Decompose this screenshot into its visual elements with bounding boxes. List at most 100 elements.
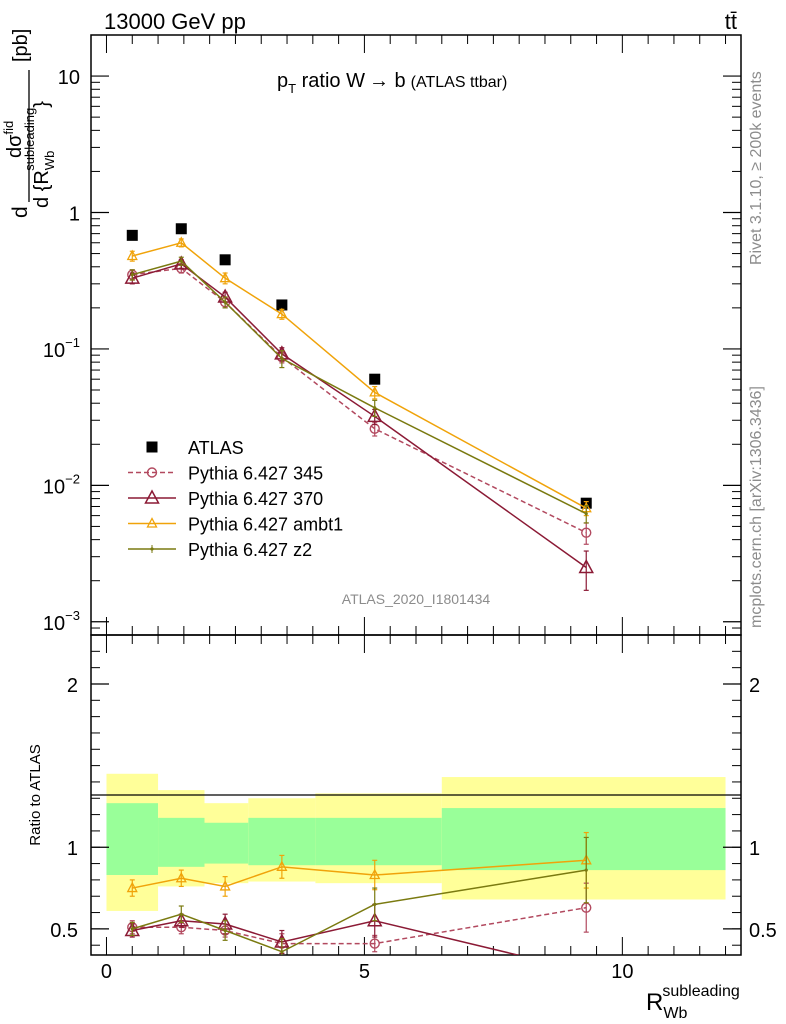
main-series-line [132, 260, 587, 515]
main-y-tick-label: 1 [69, 203, 80, 225]
ratio-series-line [132, 906, 587, 945]
main-y-tick-exponent: −3 [65, 608, 80, 623]
ratio-point [276, 860, 288, 871]
title-rest: ratio W [296, 70, 365, 92]
legend-marker [146, 467, 158, 478]
main-y-axis-label: d dσfid d {RWbsubleading} [pb] [1, 29, 57, 218]
analysis-watermark: ATLAS_2020_I1801434 [342, 591, 491, 607]
main-point [179, 259, 183, 263]
side-text-bottom: mcplots.cern.ch [arXiv:1306.3436] [748, 386, 765, 628]
main-point [584, 512, 588, 516]
main-point [219, 254, 231, 266]
ratio-inner-band [158, 817, 205, 867]
ratio-point [219, 880, 231, 891]
ratio-point [175, 871, 187, 883]
main-series-4 [129, 256, 589, 524]
ratio-y-tick-label: 0.5 [50, 920, 78, 942]
ratio-y-tick-label-right: 1 [749, 838, 760, 860]
x-tick-label: 0 [101, 961, 112, 983]
main-point [223, 300, 227, 304]
ratio-y-tick-label: 2 [67, 675, 78, 697]
title-arrow: → [369, 70, 389, 92]
main-y-tick-base: 10 [43, 613, 65, 635]
main-series-line [132, 263, 587, 569]
main-point [173, 255, 190, 270]
legend-label: Pythia 6.427 370 [188, 489, 323, 509]
ratio-point [373, 902, 377, 906]
title-sub: T [288, 81, 296, 96]
ratio-axis-ticks: 0.5 0.5 1 1 2 2 0 5 10 [50, 635, 777, 983]
ratio-point [130, 927, 134, 931]
main-point [126, 229, 138, 241]
main-y-tick-label: 10−2 [43, 471, 80, 498]
main-point [126, 249, 138, 261]
ratio-series-line [132, 869, 587, 953]
legend: ATLAS Pythia 6.427 345 Pythia 6.427 370 Pyt… [128, 438, 343, 560]
main-point [369, 386, 381, 397]
main-y-tick-label: 10 [58, 67, 80, 89]
ratio-point [366, 912, 383, 927]
legend-label: Pythia 6.427 ambt1 [188, 515, 343, 535]
legend-label: Pythia 6.427 z2 [188, 540, 312, 560]
main-point [581, 527, 592, 538]
main-point [276, 299, 288, 311]
main-point [578, 558, 594, 574]
main-point [124, 269, 141, 284]
ratio-series-line [132, 919, 521, 955]
ratio-series-2 [126, 831, 592, 897]
chart-title: pT ratio W → b (ATLAS ttbar) [277, 70, 507, 96]
legend-entry-1: Pythia 6.427 345 [128, 464, 323, 484]
x-axis-label: RWbsubleading [646, 983, 740, 1022]
ratio-inner-band [106, 803, 159, 875]
legend-label: Pythia 6.427 345 [188, 464, 323, 484]
main-point [276, 307, 288, 319]
legend-marker [146, 517, 158, 528]
header-left: 13000 GeV pp [104, 9, 246, 34]
ratio-y-tick-label-right: 0.5 [749, 920, 777, 942]
main-y-tick-base: 10 [43, 476, 65, 498]
main-series-3 [126, 236, 592, 517]
ylabel-d1: d [9, 206, 32, 218]
ratio-inner-band [204, 822, 249, 864]
main-point [280, 356, 284, 361]
main-y-tick-label: 10−1 [43, 335, 80, 362]
ylabel-denominator: d {RWbsubleading} [22, 101, 57, 208]
x-tick-label: 10 [611, 961, 633, 983]
legend-marker [146, 441, 158, 453]
ylabel-unit: [pb] [10, 29, 32, 62]
ratio-point [584, 868, 588, 872]
ratio-bands [106, 773, 726, 911]
ratio-y-tick-label: 1 [67, 838, 78, 860]
ylabel-numerator: dσfid [1, 121, 26, 158]
main-point [219, 271, 231, 283]
main-point [130, 273, 134, 277]
ratio-y-axis-label: Ratio to ATLAS [27, 744, 44, 845]
ratio-point [173, 912, 190, 927]
ratio-point [369, 938, 380, 949]
legend-entry-3: Pythia 6.427 ambt1 [128, 515, 343, 535]
ratio-point [179, 912, 183, 916]
main-y-tick-exponent: −1 [65, 335, 80, 350]
ratio-point [369, 868, 381, 880]
main-point [369, 373, 381, 385]
legend-entry-0: ATLAS [146, 438, 244, 458]
main-y-tick-exponent: −2 [65, 471, 80, 486]
ratio-point [223, 928, 227, 933]
main-y-tick-label: 10−3 [43, 608, 80, 635]
side-text-top: Rivet 3.1.10, ≥ 200k events [748, 71, 765, 265]
main-point [366, 407, 383, 423]
header-right: tt̄ [725, 9, 737, 34]
main-point [175, 236, 187, 247]
legend-marker [144, 489, 160, 504]
ratio-point [126, 881, 138, 893]
ratio-inner-band [315, 817, 442, 866]
legend-entry-2: Pythia 6.427 370 [128, 489, 323, 509]
legend-entry-4: Pythia 6.427 z2 [128, 540, 312, 560]
ratio-series-line [132, 859, 587, 889]
ratio-y-tick-label-right: 2 [749, 675, 760, 697]
ratio-point [280, 950, 284, 954]
title-b: b [389, 70, 406, 92]
title-p: p [277, 70, 288, 92]
